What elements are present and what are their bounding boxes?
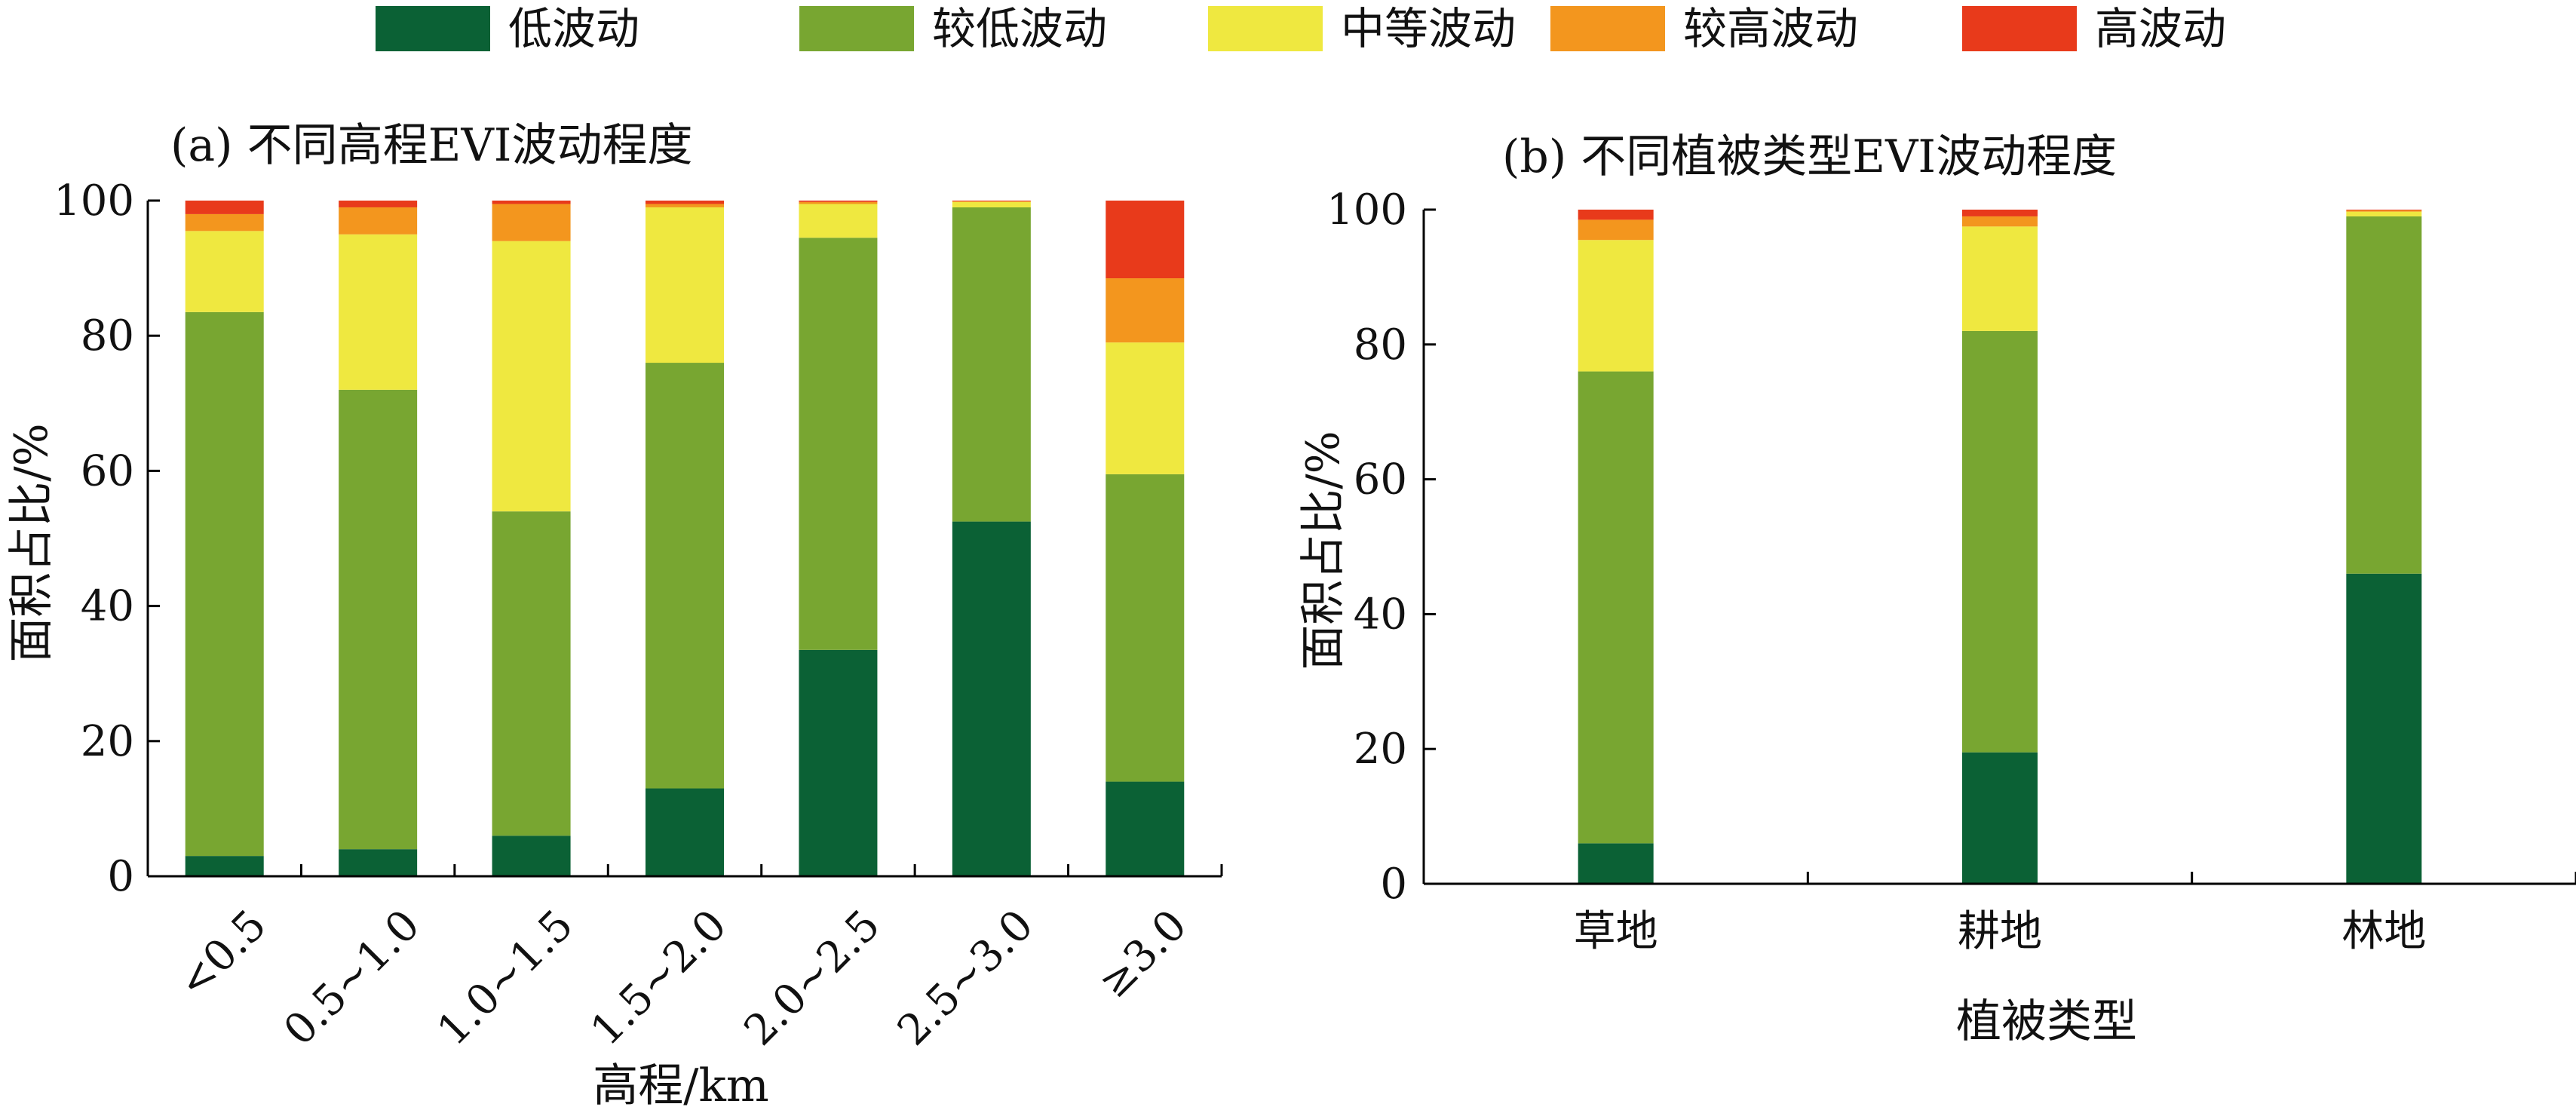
y-tick-label: 60: [81, 446, 134, 495]
y-tick-label: 60: [1354, 455, 1407, 504]
x-tick-label: ≥3.0: [1089, 900, 1196, 1007]
y-tick-label: 20: [81, 717, 134, 766]
x-tick-label: 0.5~1.0: [274, 900, 429, 1055]
bar-segment: [799, 204, 878, 238]
bar-segment: [1106, 342, 1185, 474]
legend-label: 高波动: [2095, 3, 2226, 54]
bar-segment: [799, 201, 878, 204]
x-tick-label: 1.0~1.5: [428, 900, 583, 1055]
y-tick-label: 100: [54, 176, 134, 225]
bar-segment: [492, 836, 571, 876]
x-tick-label: 林地: [2341, 907, 2426, 956]
y-tick-label: 100: [1326, 186, 1407, 235]
bar-segment: [185, 856, 264, 876]
bar-segment: [1578, 371, 1654, 844]
x-axis-label: 高程/km: [593, 1059, 768, 1107]
bar-segment: [1106, 474, 1185, 782]
bar-segment: [492, 204, 571, 241]
panel-elevation-chart: (a) 不同高程EVI波动程度 面积占比/% 高程/km 0 20 40 60 80 10…: [5, 119, 1223, 1107]
y-tick-label: 40: [1354, 590, 1407, 639]
bar-segment: [2346, 216, 2422, 574]
bar-segment: [492, 201, 571, 204]
bar-segment: [952, 201, 1031, 207]
bar-segment: [1962, 210, 2038, 216]
x-tick-label: 2.0~2.5: [735, 900, 890, 1055]
bar-segment: [185, 201, 264, 214]
bar-segment: [646, 788, 724, 876]
bar-segment: [1578, 843, 1654, 884]
legend-label: 低波动: [508, 3, 639, 54]
legend-swatch: [1962, 6, 2077, 51]
x-axis-label: 植被类型: [1956, 995, 2137, 1048]
bar-segment: [339, 207, 418, 235]
bar-segment: [339, 234, 418, 390]
y-tick-label: 20: [1354, 725, 1407, 774]
bar-segment: [339, 389, 418, 850]
bar-segment: [799, 201, 878, 202]
x-tick-label: 2.5~3.0: [888, 900, 1043, 1055]
bar-segment: [646, 201, 724, 204]
y-axis-label: 面积占比/%: [5, 423, 58, 662]
bar-segment: [1962, 330, 2038, 753]
bar-segment: [1962, 752, 2038, 884]
legend-swatch: [1550, 6, 1665, 51]
bar-segment: [1106, 278, 1185, 343]
y-tick-label: 0: [1380, 860, 1407, 909]
bar-segment: [1962, 216, 2038, 227]
bar-segment: [952, 207, 1031, 522]
panel-vegetation-chart: (b) 不同植被类型EVI波动程度 面积占比/% 植被类型 0 20 40 60 80 1…: [1297, 130, 2576, 1048]
bar-segment: [185, 231, 264, 312]
bar-segment: [952, 521, 1031, 876]
bar-segment: [492, 511, 571, 836]
bar-segment: [1578, 240, 1654, 372]
legend-label: 中等波动: [1341, 3, 1516, 54]
y-axis-label: 面积占比/%: [1297, 431, 1350, 670]
y-tick-label: 0: [107, 852, 134, 901]
bar-segment: [1578, 210, 1654, 220]
legend: 低波动 较低波动 中等波动 较高波动 高波动: [376, 3, 2226, 54]
bar-segment: [339, 849, 418, 876]
y-tick-label: 80: [1354, 320, 1407, 370]
y-tick-label: 80: [81, 311, 134, 360]
bar-segment: [1962, 226, 2038, 331]
bar-segment: [1106, 201, 1185, 279]
bar-segment: [646, 363, 724, 789]
x-tick-label: 耕地: [1958, 907, 2042, 956]
legend-swatch: [1208, 6, 1323, 51]
chart-title: (b) 不同植被类型EVI波动程度: [1502, 130, 2117, 183]
bar-segment: [185, 311, 264, 857]
bar-segment: [185, 213, 264, 232]
bar-segment: [799, 238, 878, 650]
bar-segment: [492, 241, 571, 512]
y-tick-label: 40: [81, 582, 134, 631]
bar-segment: [799, 649, 878, 876]
chart-title: (a) 不同高程EVI波动程度: [170, 119, 693, 172]
bar-segment: [339, 201, 418, 207]
bar-segment: [646, 207, 724, 363]
legend-swatch: [376, 6, 490, 51]
x-tick-label: 草地: [1574, 907, 1658, 956]
bar-segment: [2346, 573, 2422, 884]
bar-segment: [1578, 219, 1654, 241]
legend-swatch: [799, 6, 914, 51]
x-tick-label: <0.5: [169, 900, 276, 1007]
legend-label: 较高波动: [1683, 3, 1858, 54]
bar-segment: [646, 204, 724, 207]
bar-segment: [1106, 781, 1185, 876]
bar-segment: [2346, 211, 2422, 216]
bar-segment: [952, 201, 1031, 202]
bar-segment: [2346, 210, 2422, 212]
legend-label: 较低波动: [932, 3, 1107, 54]
x-tick-label: 1.5~2.0: [581, 900, 736, 1055]
